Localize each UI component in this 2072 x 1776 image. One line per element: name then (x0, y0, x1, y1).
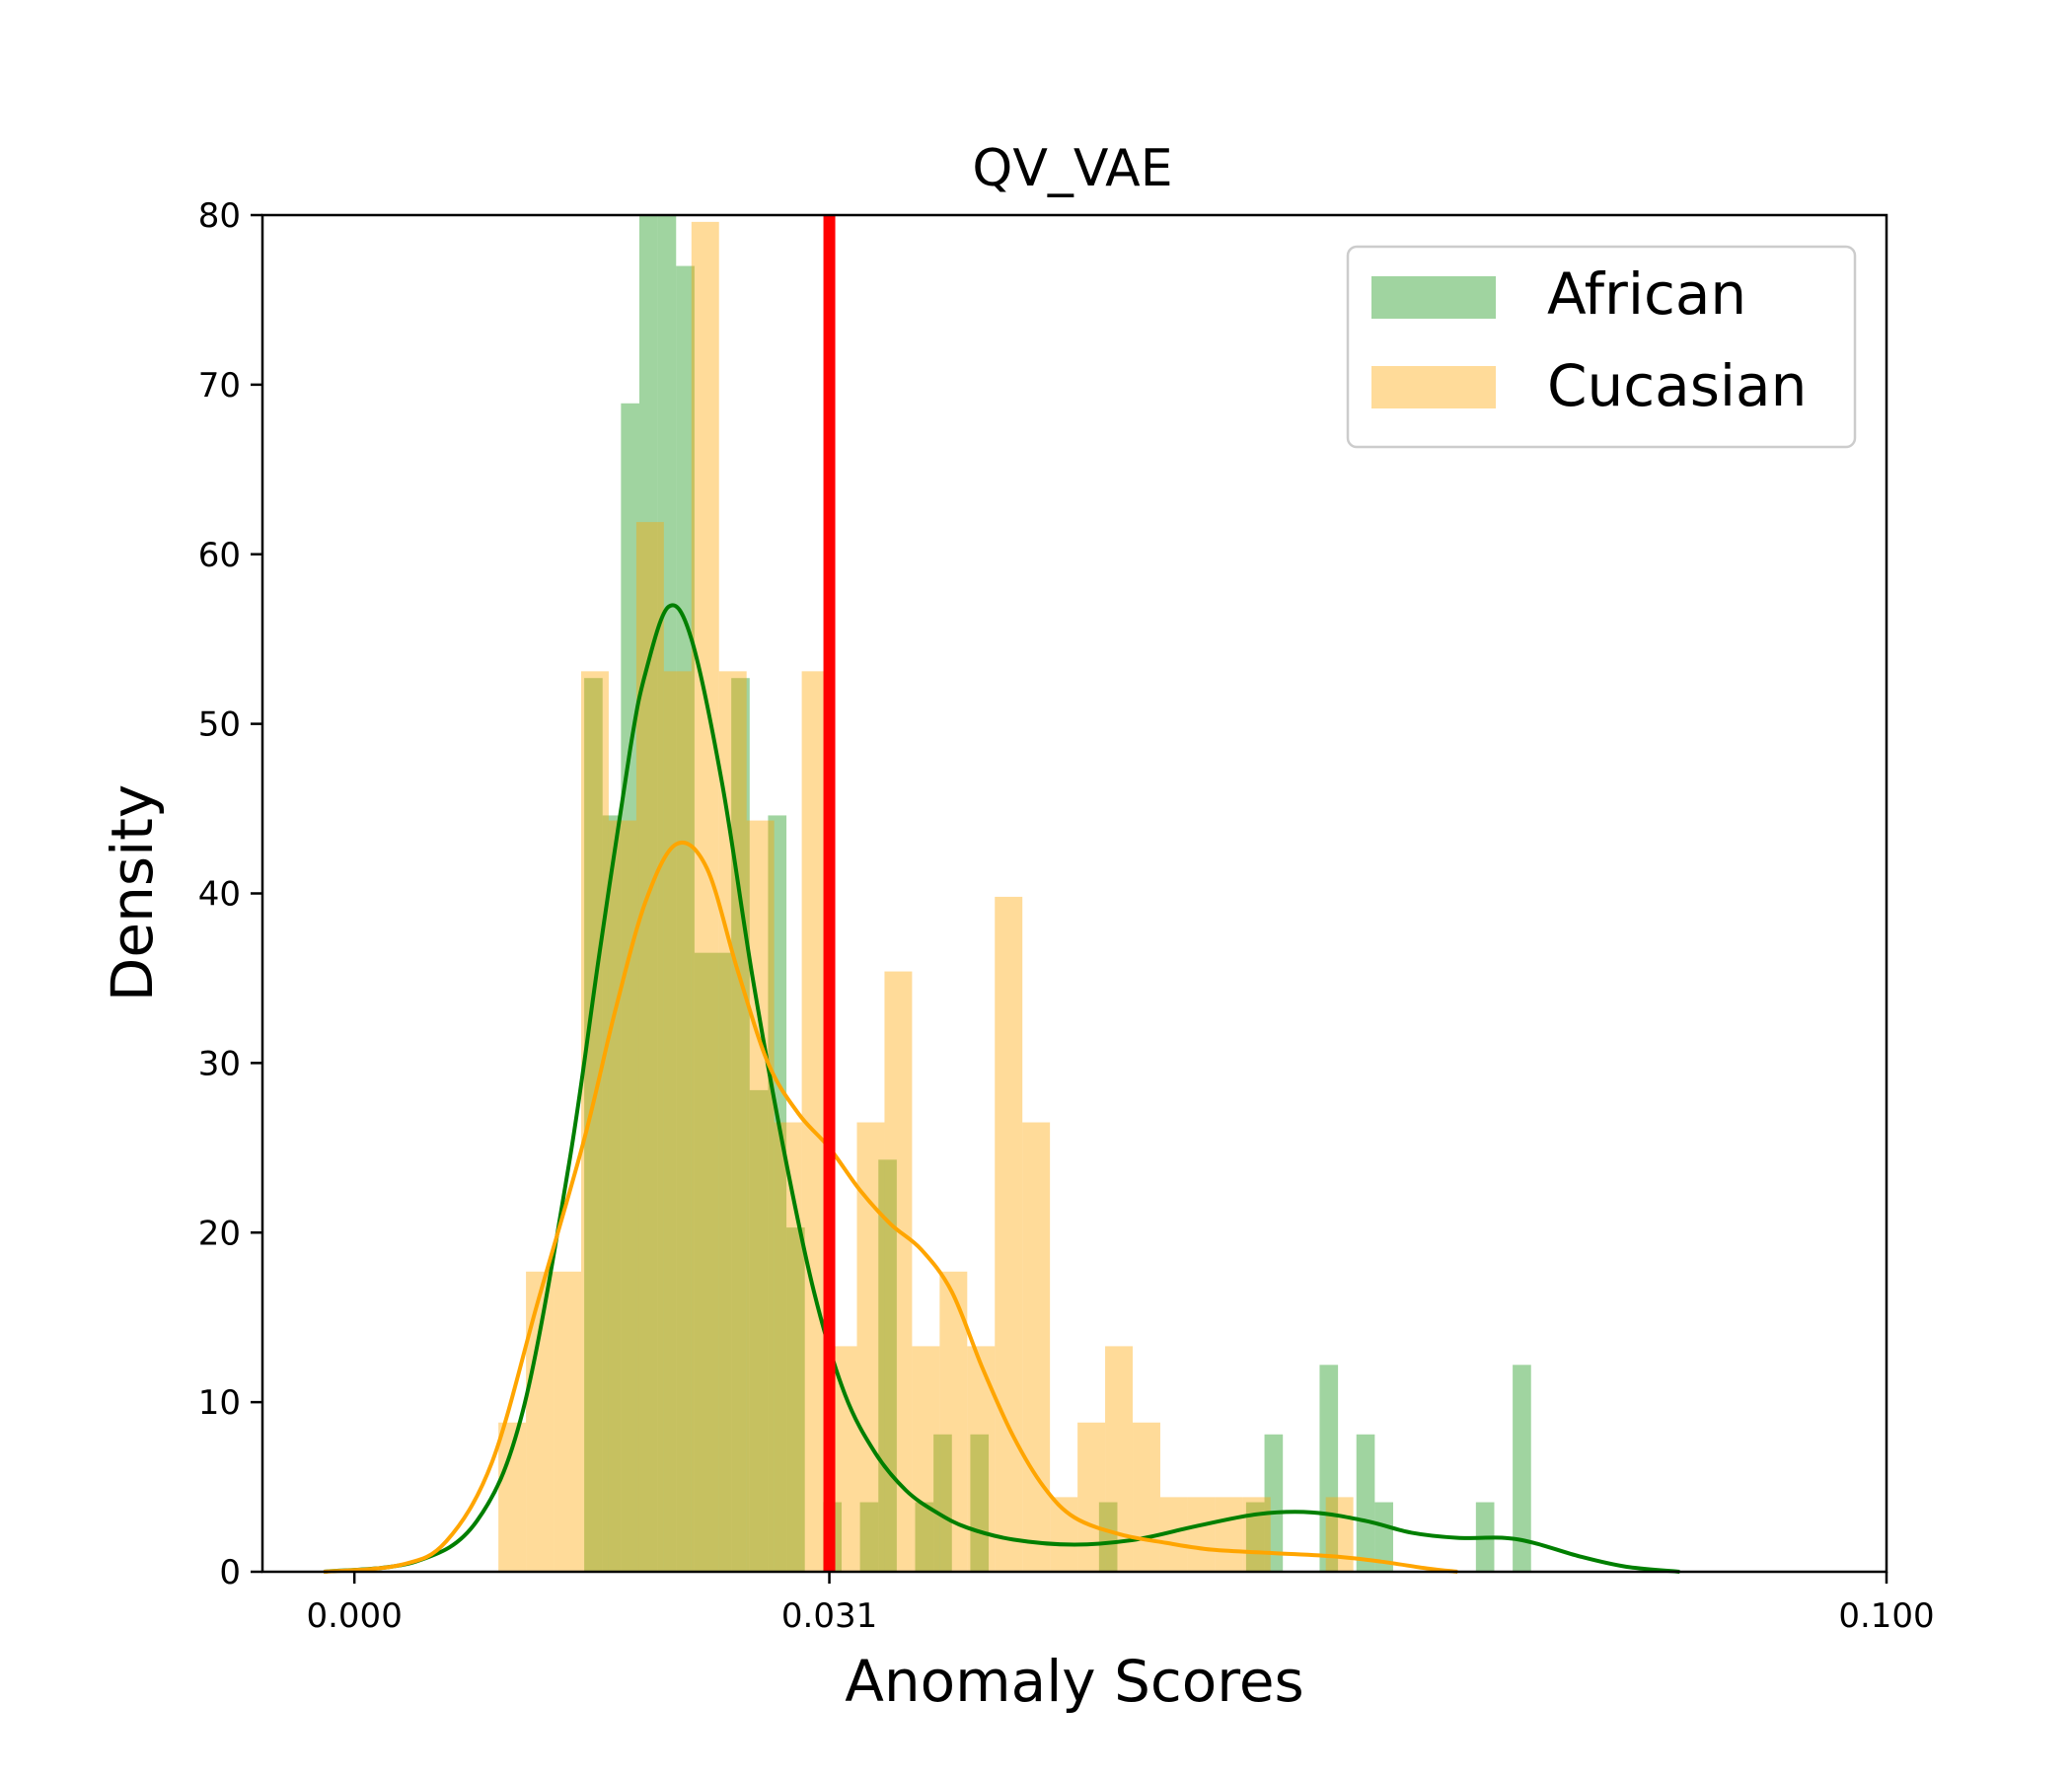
cucasian-hist-bar-13 (856, 1122, 885, 1572)
cucasian-hist-bar-2 (554, 1271, 581, 1572)
cucasian-hist-bar-27 (1242, 1497, 1271, 1572)
cucasian-hist-bar-8 (718, 671, 747, 1572)
african-hist-bar-5 (676, 265, 695, 1572)
african-hist-bar-11 (786, 1227, 805, 1572)
cucasian-hist-bar-19 (1022, 1122, 1051, 1572)
y-tick-label: 80 (198, 196, 241, 236)
african-hist-bar-15 (915, 1502, 934, 1572)
african-hist-bar-9 (749, 1089, 769, 1572)
y-tick-label: 0 (219, 1553, 241, 1592)
african-hist-bar-0 (584, 678, 603, 1572)
x-tick-label: 0.100 (1838, 1596, 1934, 1636)
african-hist-bar-23 (1374, 1502, 1393, 1572)
african-hist-bar-16 (933, 1434, 952, 1572)
african-histogram (584, 215, 1531, 1572)
cucasian-hist-bar-3 (580, 671, 609, 1572)
african-hist-bar-8 (731, 678, 750, 1572)
cucasian-hist-bar-1 (526, 1271, 555, 1572)
cucasian-histogram (498, 221, 1354, 1572)
y-axis-ticks: 0 10 20 30 40 50 60 70 80 (198, 196, 262, 1592)
african-hist-bar-22 (1356, 1434, 1375, 1572)
legend-swatch-cucasian (1371, 366, 1496, 408)
african-hist-bar-2 (621, 403, 639, 1572)
cucasian-hist-bar-25 (1187, 1497, 1216, 1572)
y-axis-label: Density (99, 784, 166, 1002)
cucasian-hist-bar-9 (746, 820, 775, 1572)
legend-label-african: African (1547, 260, 1746, 328)
african-hist-bar-10 (768, 815, 787, 1572)
chart-title: QV_VAE (972, 139, 1172, 198)
cucasian-hist-bar-10 (774, 1122, 802, 1572)
y-tick-label: 20 (198, 1214, 241, 1253)
y-tick-label: 70 (198, 366, 241, 406)
cucasian-hist-bar-6 (663, 671, 692, 1572)
y-tick-label: 40 (198, 875, 241, 915)
african-hist-bar-6 (694, 952, 713, 1572)
african-hist-bar-21 (1319, 1365, 1339, 1572)
y-tick-label: 10 (198, 1383, 241, 1423)
x-tick-label: 0.031 (781, 1596, 877, 1636)
cucasian-hist-bar-4 (608, 820, 636, 1572)
african-hist-bar-4 (657, 215, 677, 1572)
x-axis-ticks: 0.000 0.031 0.100 (306, 1572, 1935, 1636)
cucasian-hist-bar-5 (635, 522, 664, 1572)
african-hist-bar-20 (1264, 1434, 1284, 1572)
african-hist-bar-7 (712, 952, 732, 1572)
cucasian-hist-bar-17 (967, 1346, 996, 1572)
y-tick-label: 30 (198, 1044, 241, 1083)
cucasian-hist-bar-26 (1215, 1497, 1243, 1572)
x-axis-label: Anomaly Scores (845, 1648, 1304, 1715)
legend-label-cucasian: Cucasian (1547, 352, 1807, 419)
african-hist-bar-25 (1513, 1365, 1531, 1572)
cucasian-hist-bar-21 (1077, 1422, 1106, 1572)
cucasian-hist-bar-28 (1325, 1497, 1354, 1572)
african-hist-bar-17 (970, 1434, 990, 1572)
x-tick-label: 0.000 (306, 1596, 402, 1636)
plot-area (323, 215, 1680, 1574)
cucasian-hist-bar-18 (995, 896, 1023, 1572)
cucasian-hist-bar-15 (912, 1346, 940, 1572)
y-tick-label: 60 (198, 536, 241, 575)
african-hist-bar-13 (859, 1502, 879, 1572)
african-hist-bar-14 (878, 1159, 897, 1572)
cucasian-hist-bar-23 (1133, 1422, 1160, 1572)
african-hist-bar-18 (1098, 1502, 1118, 1572)
cucasian-hist-bar-7 (691, 221, 719, 1572)
legend-swatch-african (1371, 276, 1496, 319)
legend-box (1346, 245, 1857, 449)
y-tick-label: 50 (198, 705, 241, 745)
legend: African Cucasian (1346, 245, 1857, 449)
